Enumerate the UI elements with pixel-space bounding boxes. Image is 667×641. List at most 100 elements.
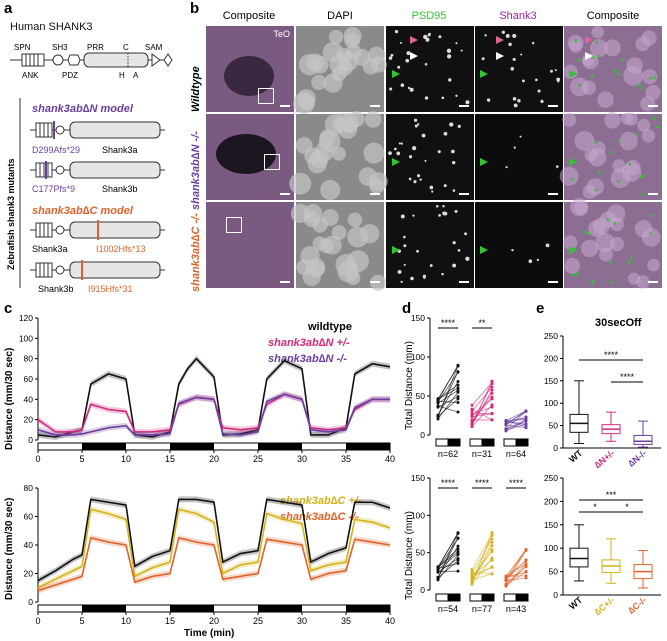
d-point-top — [490, 388, 494, 392]
d-point-top — [490, 379, 494, 383]
d-point-bottom — [456, 551, 460, 555]
d-point-bottom — [490, 565, 494, 569]
d-point-bottom — [436, 568, 440, 572]
d-point-top — [456, 397, 460, 401]
d-point-bottom — [456, 561, 460, 565]
x-tick-label-bottom: 25 — [253, 616, 263, 626]
d-point-bottom — [456, 556, 460, 560]
d-pair-line-bottom — [437, 538, 459, 570]
c-xlabel: Time (min) — [184, 628, 234, 639]
domain-c: C — [123, 43, 129, 52]
c-ylabel-bottom: Distance (mm/30 sec) — [4, 498, 15, 600]
d-n-label-bottom: n=54 — [438, 604, 458, 614]
d-n-label-top: n=62 — [438, 449, 458, 459]
x-tick-label-bottom: 0 — [35, 616, 40, 626]
d-y-tick-label-bottom: 0 — [420, 585, 425, 595]
e-title: 30secOff — [595, 317, 642, 329]
d-pair-line-top — [437, 405, 459, 413]
dn-mutation-1: D299Afs*29 — [32, 145, 80, 155]
micrograph-wt-psd95 — [386, 26, 474, 112]
d-point-bottom — [504, 584, 508, 588]
d-pair-line-bottom — [505, 549, 527, 580]
header-psd95: PSD95 — [411, 10, 447, 22]
domain-a: A — [133, 71, 139, 80]
d-point-top — [470, 424, 474, 428]
label-teo: TeO — [273, 29, 290, 39]
dark-period-top — [170, 443, 214, 450]
dc-gene-1: Shank3a — [32, 244, 68, 254]
d-point-bottom — [456, 531, 460, 535]
header-composite-left: Composite — [222, 10, 276, 22]
y-tick-label-top: 20 — [24, 415, 34, 425]
d-sig-label-bottom: **** — [509, 478, 524, 488]
panel-label-c: c — [4, 300, 13, 317]
d-point-bottom — [470, 568, 474, 572]
panel-label-d: d — [402, 300, 412, 317]
e-group-label-bottom: ∆C+/- — [592, 595, 616, 617]
row-label-wildtype: Wildtype — [190, 66, 202, 112]
d-point-top — [436, 401, 440, 405]
d-point-top — [470, 403, 474, 407]
d-point-bottom — [456, 544, 460, 548]
d-point-top — [470, 415, 474, 419]
dc-mutation-1: I1002Hfs*13 — [96, 244, 146, 254]
dn-mutation-2: C177Pfs*9 — [32, 184, 75, 194]
d-pair-line-top — [437, 391, 459, 420]
d-dark-box-bottom — [481, 593, 495, 602]
d-n-label-bottom: n=77 — [472, 604, 492, 614]
d-point-top — [470, 409, 474, 413]
d-ylabel-bottom: Total Distance (mm) — [404, 511, 415, 600]
e-y-tick-label-bottom: 250 — [544, 473, 558, 483]
d-y-tick-label-top: 0 — [420, 430, 425, 440]
y-tick-label-bottom: 0 — [28, 597, 33, 607]
y-tick-label-bottom: 80 — [24, 483, 34, 493]
e-group-label-top: ∆N-/- — [626, 448, 648, 469]
micrograph-dn-shank3 — [475, 114, 563, 200]
d-point-bottom — [524, 576, 528, 580]
d-pair-line-top — [505, 417, 527, 423]
x-tick-label-top: 35 — [341, 454, 351, 464]
micrograph-wt-merge — [564, 26, 662, 112]
d-pair-line-bottom — [437, 553, 459, 570]
d-point-top — [456, 388, 460, 392]
d-sig-label-bottom: **** — [441, 478, 456, 488]
e-y-tick-label-top: 200 — [544, 353, 558, 363]
panel-label-a: a — [4, 0, 13, 17]
d-light-box-top — [435, 438, 449, 447]
d-pair-line-top — [437, 381, 459, 416]
y-tick-label-top: 120 — [19, 313, 33, 323]
e-y-tick-label-bottom: 150 — [544, 520, 558, 530]
x-tick-label-top: 40 — [385, 454, 395, 464]
y-tick-label-top: 60 — [24, 374, 34, 384]
d-point-top — [436, 417, 440, 421]
c-ylabel-top: Distance (mm/30 sec) — [4, 348, 15, 450]
x-tick-label-top: 10 — [121, 454, 131, 464]
header-dapi: DAPI — [327, 10, 353, 22]
micrograph-dc-dapi — [296, 202, 384, 288]
e-y-tick-label-bottom: 200 — [544, 496, 558, 506]
d-point-top — [456, 364, 460, 368]
legend-dc-het: shank3ab∆C +/- — [280, 495, 362, 507]
dark-period-top — [82, 443, 126, 450]
e-y-tick-label-top: 50 — [549, 421, 559, 431]
d-point-bottom — [524, 564, 528, 568]
e-y-tick-label-bottom: 50 — [549, 567, 559, 577]
d-sig-label-top: ** — [478, 318, 486, 328]
d-point-bottom — [436, 576, 440, 580]
d-point-top — [490, 385, 494, 389]
d-point-top — [456, 395, 460, 399]
d-y-tick-label-top: 100 — [411, 352, 425, 362]
header-composite-right: Composite — [586, 10, 640, 22]
d-point-top — [470, 412, 474, 416]
series-line-top-2 — [37, 393, 390, 436]
domain-sam: SAM — [145, 43, 163, 52]
d-point-top — [456, 410, 460, 414]
d-pair-line-top — [505, 423, 527, 431]
d-point-top — [524, 422, 528, 426]
micrograph-dn-composite — [206, 114, 294, 200]
row-label-dc: shank3ab∆C -/- — [190, 213, 202, 292]
d-point-bottom — [490, 572, 494, 576]
e-sig-label-bottom: * — [625, 502, 629, 512]
d-point-top — [456, 386, 460, 390]
e-y-tick-label-bottom: 0 — [553, 590, 558, 600]
